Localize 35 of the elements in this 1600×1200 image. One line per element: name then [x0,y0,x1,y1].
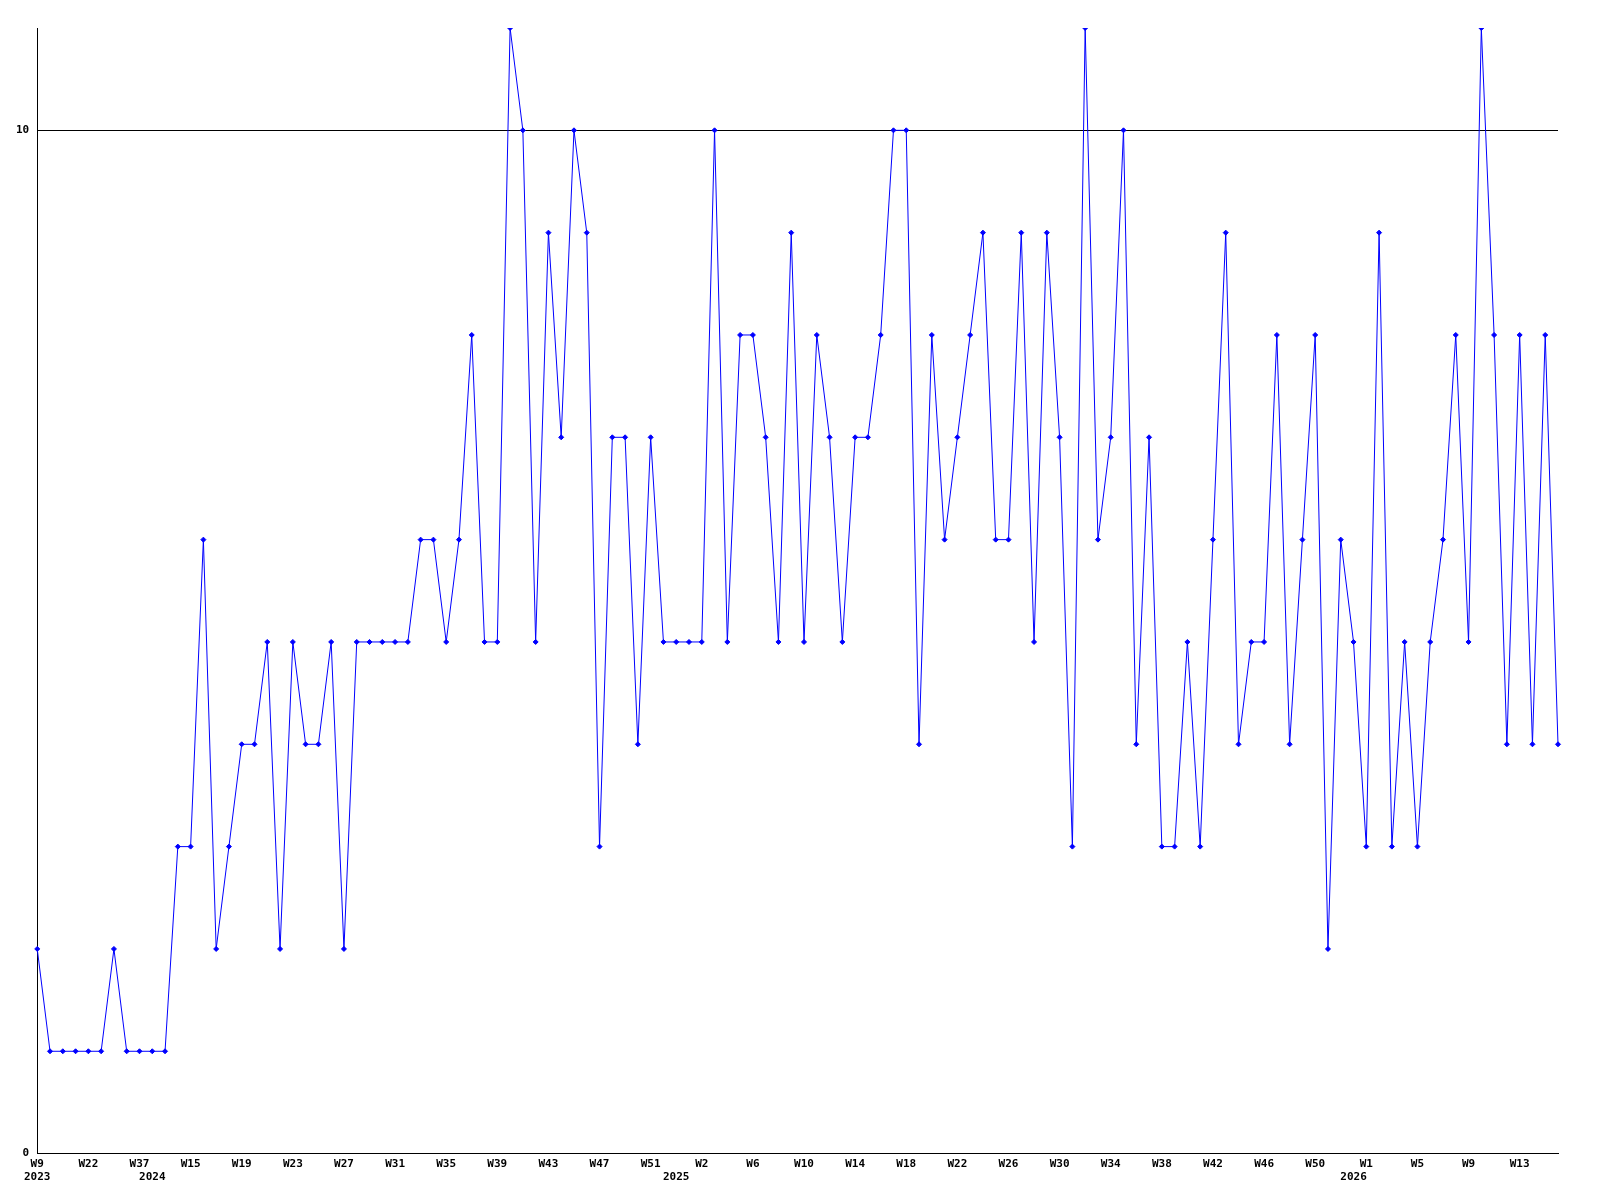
x-tick-label: W5 [1410,1157,1425,1171]
x-tick-label: W43 [538,1157,559,1171]
y-tick-label: 10 [16,123,30,137]
x-tick-label: W46 [1254,1157,1275,1171]
x-tick-label: 2026 [1340,1170,1368,1184]
x-tick-label: W22 [78,1157,99,1171]
x-tick-label: W2 [695,1157,709,1171]
x-tick-label: W19 [231,1157,252,1171]
x-tick-label: W31 [385,1157,406,1171]
x-tick-label: W22 [947,1157,968,1171]
x-tick-label: W10 [794,1157,814,1171]
x-tick-label: W47 [589,1157,610,1171]
x-tick-label: W42 [1203,1157,1223,1171]
x-tick-label: W35 [436,1157,457,1171]
x-tick-label: W51 [640,1157,661,1171]
x-tick-label: W37 [129,1157,150,1171]
x-tick-label: W6 [746,1157,760,1171]
x-tick-label: W27 [334,1157,354,1171]
x-tick-label: W23 [282,1157,303,1171]
x-tick-label: W26 [998,1157,1019,1171]
x-tick-label: 2024 [139,1170,166,1184]
x-tick-label: W38 [1151,1157,1172,1171]
x-tick-label: 2025 [662,1170,690,1184]
x-tick-label: W18 [896,1157,917,1171]
x-tick-label: W30 [1049,1157,1070,1171]
x-tick-label: W39 [487,1157,508,1171]
x-tick-label: W15 [180,1157,201,1171]
x-tick-label: W1 [1359,1157,1374,1171]
x-tick-label: W14 [845,1157,866,1171]
x-tick-label: W9 2023 [24,1157,51,1184]
y-tick-label: 0 [22,1146,30,1160]
x-tick-label: W34 [1100,1157,1122,1171]
x-tick-label: W50 [1305,1157,1326,1171]
x-tick-label: W9 [1461,1157,1476,1171]
x-tick-label: W13 [1509,1157,1530,1171]
